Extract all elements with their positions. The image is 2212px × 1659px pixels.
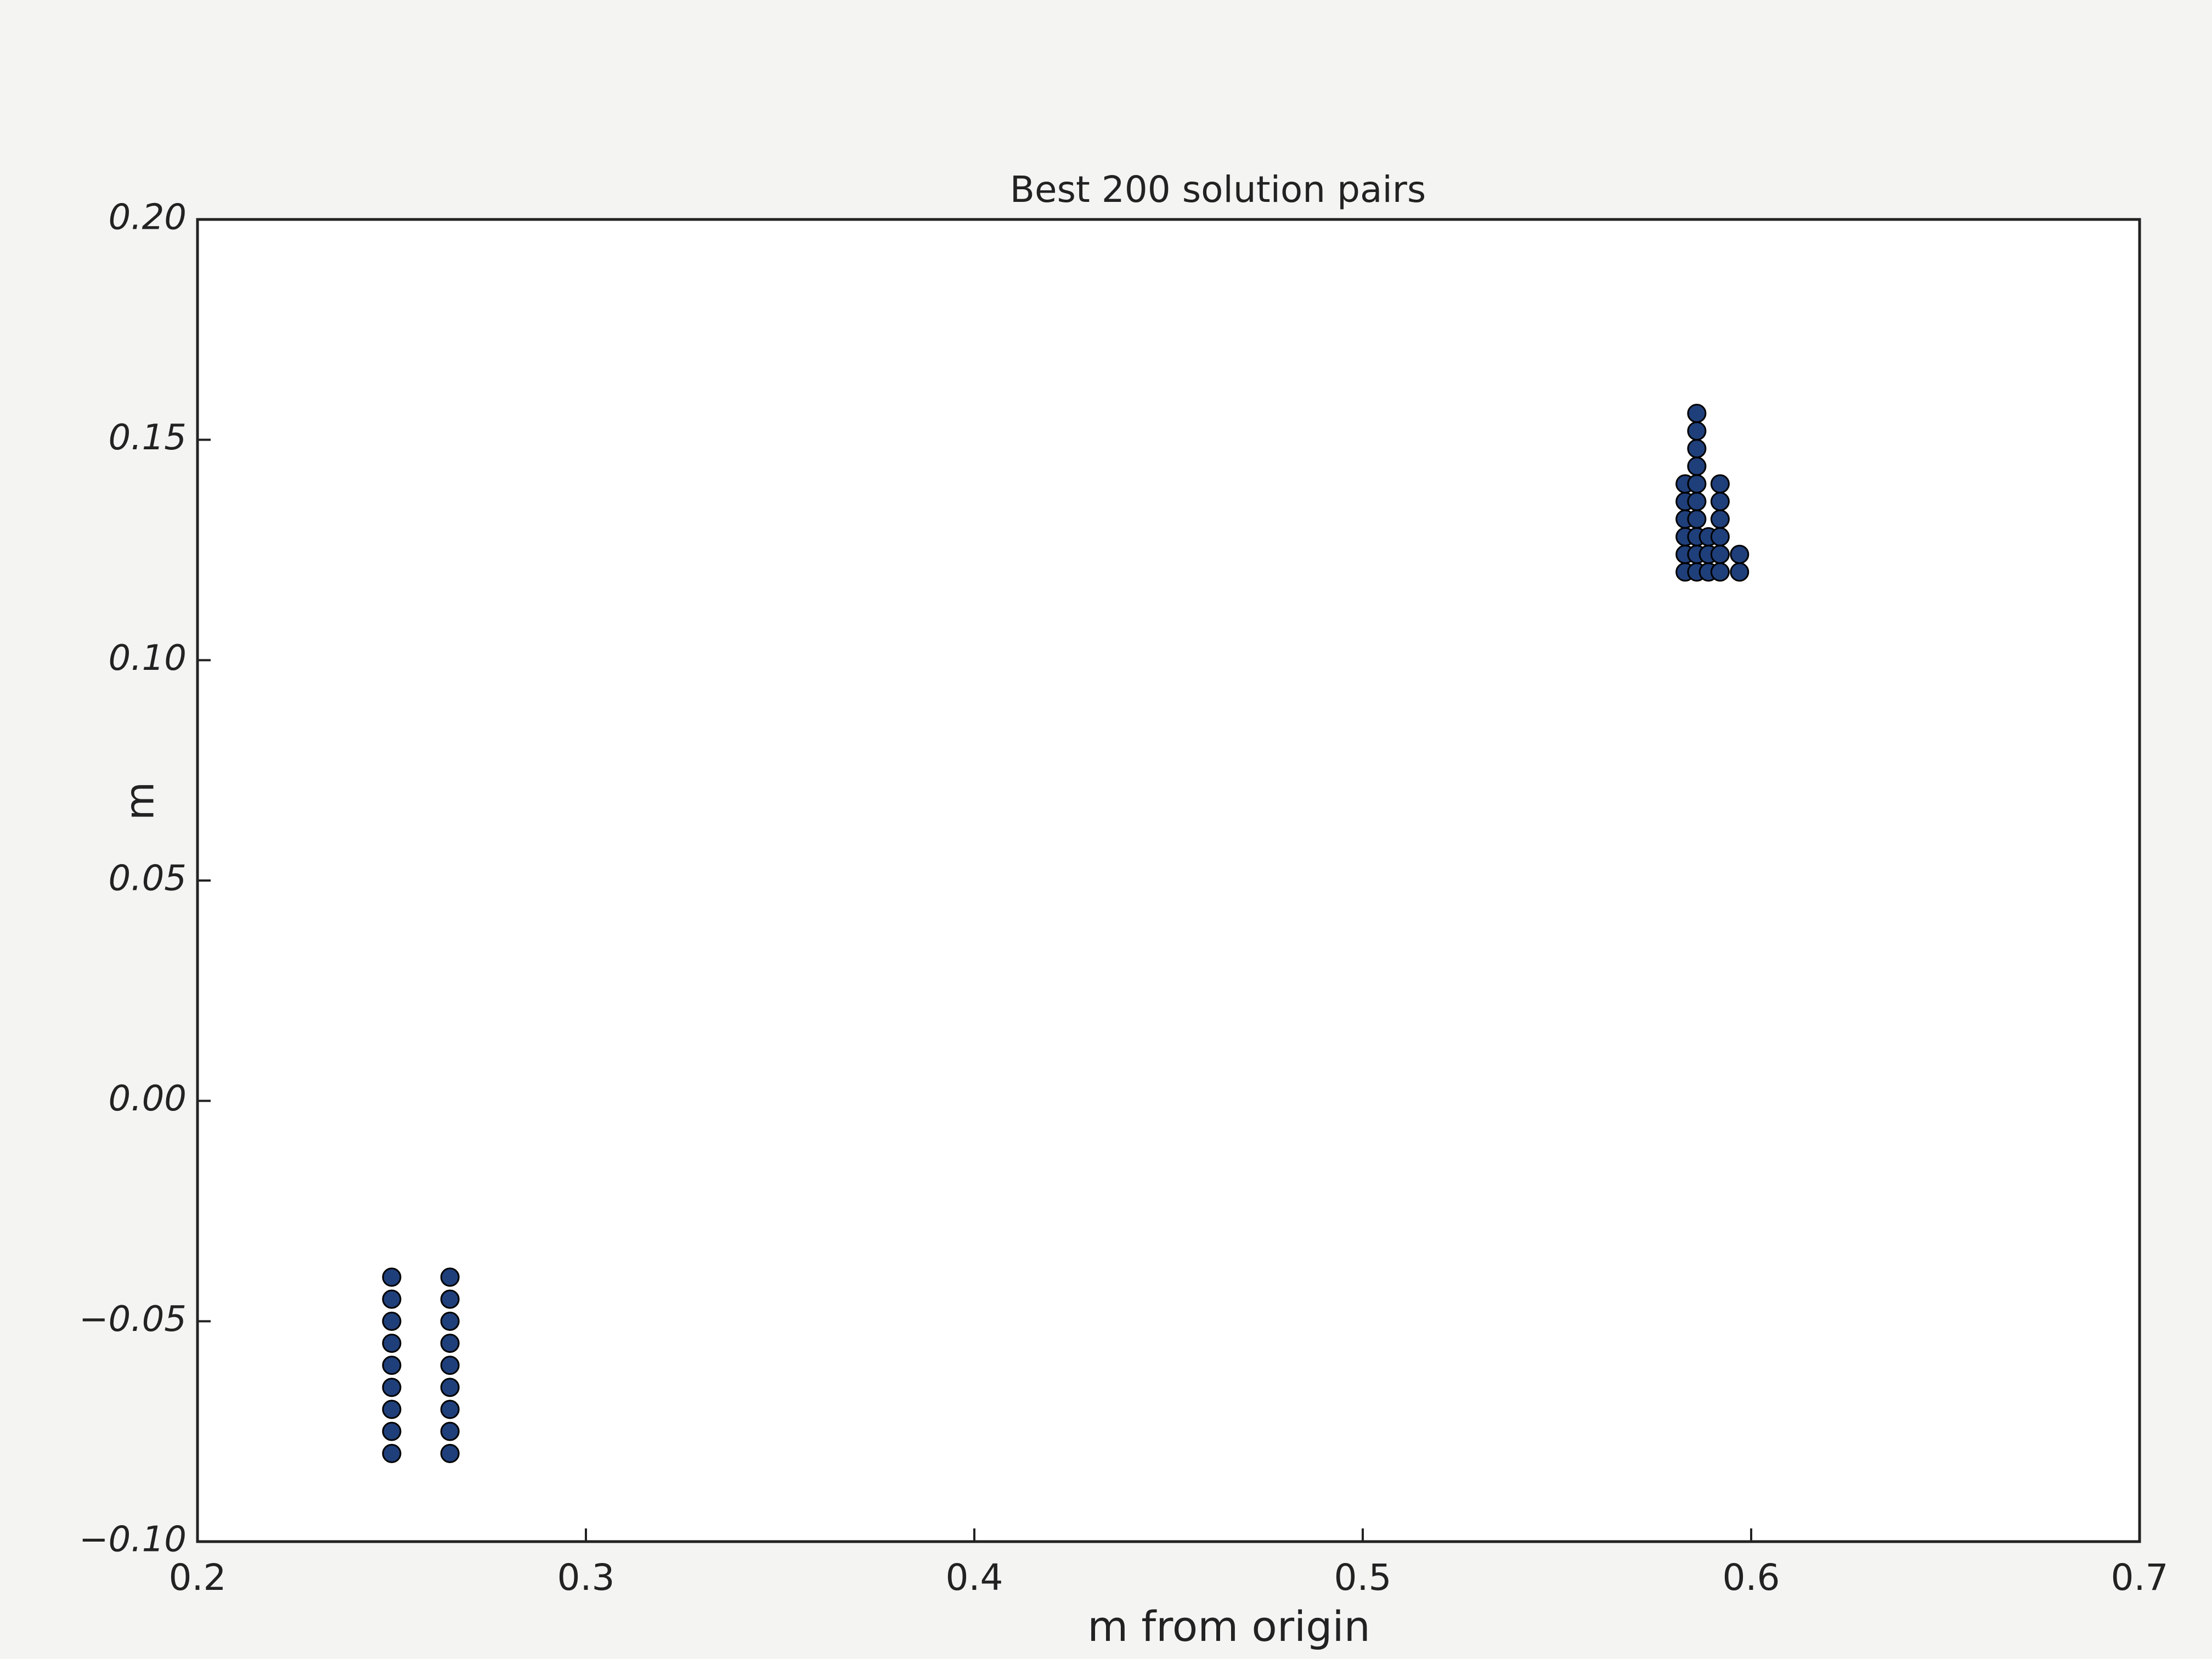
point [1687, 474, 1707, 494]
point [1687, 456, 1707, 476]
y-tick-label: 0.15 [109, 417, 187, 458]
point [382, 1334, 402, 1353]
point [440, 1289, 460, 1309]
x-tick-label: 0.4 [946, 1556, 1003, 1599]
point [1730, 562, 1750, 582]
y-tick-label: 0.00 [109, 1079, 187, 1119]
point [382, 1356, 402, 1375]
x-tick-label: 0.3 [557, 1556, 615, 1599]
point [440, 1400, 460, 1419]
x-axis-label: m from origin [1087, 1602, 1370, 1651]
point [1710, 527, 1730, 546]
y-tick-label: 0.20 [109, 198, 187, 238]
point [1687, 509, 1707, 529]
x-tick-label: 0.5 [1334, 1556, 1392, 1599]
point [1687, 403, 1707, 423]
point [440, 1311, 460, 1331]
point [382, 1443, 402, 1463]
point [440, 1421, 460, 1441]
point [382, 1289, 402, 1309]
point [440, 1356, 460, 1375]
point [1710, 509, 1730, 529]
point [1687, 439, 1707, 459]
point [382, 1311, 402, 1331]
point [382, 1267, 402, 1287]
x-tick-label: 0.2 [169, 1556, 227, 1599]
point [1710, 474, 1730, 494]
plot-area [196, 218, 2141, 1543]
point [382, 1421, 402, 1441]
point [382, 1400, 402, 1419]
point [440, 1267, 460, 1287]
point [1710, 545, 1730, 565]
point [382, 1378, 402, 1397]
point [1687, 421, 1707, 441]
point [440, 1378, 460, 1397]
point [1710, 492, 1730, 511]
point [1730, 545, 1750, 565]
y-tick-label: −0.05 [79, 1299, 187, 1340]
point [440, 1443, 460, 1463]
x-tick-label: 0.7 [2111, 1556, 2169, 1599]
point [1687, 492, 1707, 511]
y-tick-label: −0.10 [79, 1520, 187, 1560]
y-tick-label: 0.05 [109, 859, 187, 899]
x-tick-label: 0.6 [1723, 1556, 1780, 1599]
y-tick-label: 0.10 [109, 638, 187, 679]
chart-title: Best 200 solution pairs [1010, 168, 1426, 211]
point [1710, 562, 1730, 582]
point [440, 1334, 460, 1353]
y-axis-label: m [117, 782, 163, 820]
